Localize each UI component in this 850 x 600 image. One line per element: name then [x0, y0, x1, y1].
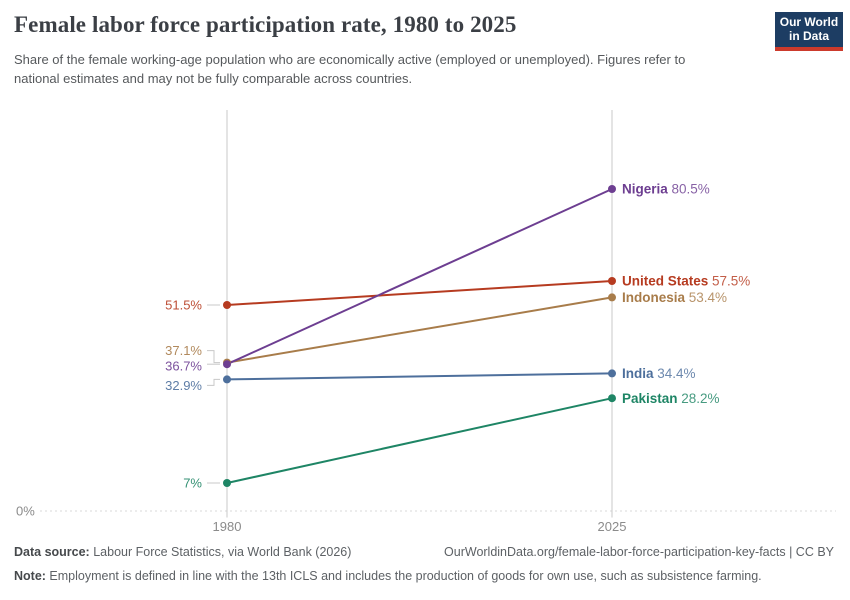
entity-label-nigeria: Nigeria 80.5% [622, 182, 710, 197]
chart-footer: Data source: Labour Force Statistics, vi… [14, 544, 834, 585]
data-source-label: Data source: [14, 545, 90, 559]
owid-logo-line1: Our World [779, 15, 839, 29]
label-connector-india [207, 378, 220, 386]
owid-logo: Our World in Data [775, 12, 843, 51]
series-line-nigeria [226, 188, 613, 366]
start-value-label-indonesia: 37.1% [165, 343, 202, 358]
series-end-dot-indonesia [608, 293, 616, 302]
series-end-dot-india [608, 369, 616, 378]
x-tick-label-1980: 1980 [213, 519, 242, 534]
owid-logo-line2: in Data [788, 29, 829, 43]
series-line-pakistan [226, 397, 613, 484]
data-source-text: Labour Force Statistics, via World Bank … [89, 545, 352, 559]
chart-subtitle: Share of the female working-age populati… [14, 52, 686, 86]
entity-label-pakistan: Pakistan 28.2% [622, 391, 720, 406]
series-start-dot-india [223, 375, 231, 384]
start-value-label-united-states: 51.5% [165, 298, 202, 313]
series-line-united-states [226, 280, 613, 306]
series-start-dot-pakistan [223, 479, 231, 487]
series-start-dot-united-states [223, 301, 231, 309]
start-value-label-nigeria: 36.7% [165, 359, 202, 374]
start-value-label-pakistan: 7% [183, 476, 202, 491]
data-source-line: Data source: Labour Force Statistics, vi… [14, 544, 351, 561]
entity-label-united-states: United States 57.5% [622, 274, 750, 289]
series-start-dot-nigeria [223, 360, 231, 369]
label-connector-indonesia [207, 350, 220, 364]
series-end-dot-nigeria [608, 185, 616, 193]
note-text: Employment is defined in line with the 1… [45, 569, 762, 583]
entity-label-india: India 34.4% [622, 366, 696, 381]
note-label: Note: [14, 569, 46, 583]
attribution-text: OurWorldinData.org/female-labor-force-pa… [444, 545, 834, 559]
start-value-label-india: 32.9% [165, 378, 202, 393]
series-end-dot-united-states [608, 277, 616, 285]
series-line-india [226, 372, 613, 381]
series-end-dot-pakistan [608, 394, 616, 403]
series-line-indonesia [226, 296, 613, 364]
page-title: Female labor force participation rate, 1… [14, 12, 517, 37]
note-line: Note: Employment is defined in line with… [14, 568, 834, 585]
y-zero-label: 0% [16, 504, 35, 519]
x-tick-label-2025: 2025 [598, 519, 627, 534]
entity-label-indonesia: Indonesia 53.4% [622, 290, 727, 305]
